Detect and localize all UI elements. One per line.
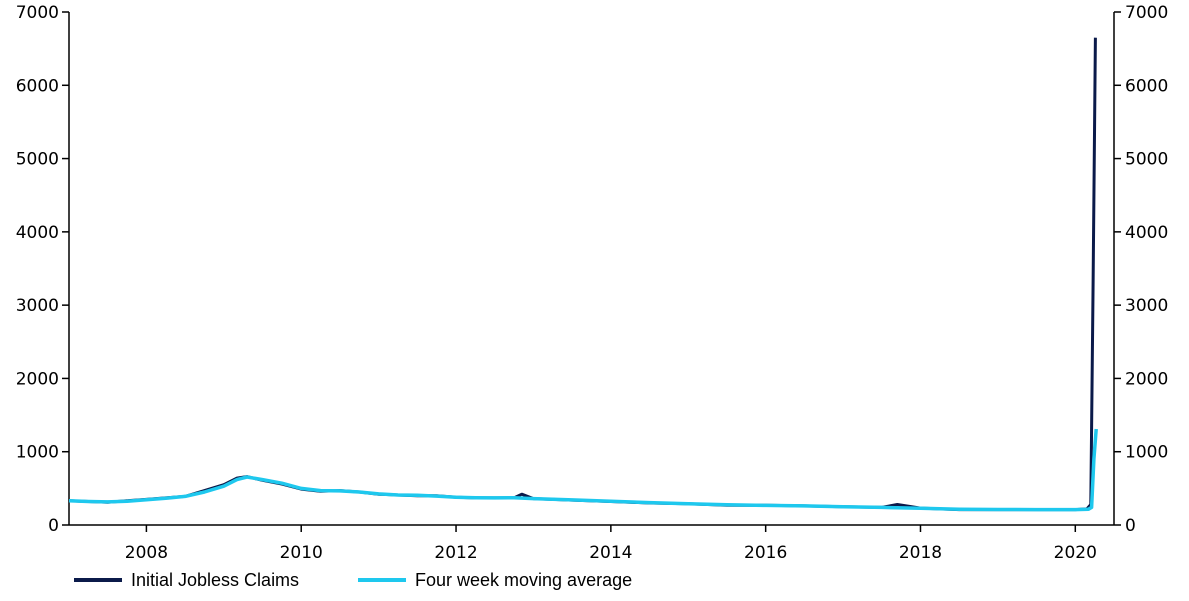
x-tick-label: 2014 — [589, 543, 632, 563]
series-line-moving-average — [68, 428, 1098, 512]
right-y-tick-label: 7000 — [1125, 3, 1168, 23]
legend-item-moving-average: Four week moving average — [358, 570, 632, 590]
right-y-ticks: 0 1000 2000 3000 4000 5000 6000 7000 — [1114, 3, 1168, 536]
series-layer — [68, 37, 1098, 512]
right-y-tick-label: 5000 — [1125, 150, 1168, 170]
x-ticks: 2008 2010 2012 2014 2016 2018 2020 — [125, 525, 1097, 563]
left-y-tick-label: 3000 — [16, 296, 59, 316]
x-tick-label: 2020 — [1054, 543, 1097, 563]
left-y-ticks: 0 1000 2000 3000 4000 5000 6000 7000 — [16, 3, 69, 536]
legend-label-moving-average: Four week moving average — [415, 570, 632, 590]
x-tick-label: 2018 — [899, 543, 942, 563]
x-tick-label: 2008 — [125, 543, 168, 563]
left-y-tick-label: 0 — [48, 516, 59, 536]
left-y-tick-label: 6000 — [16, 76, 59, 96]
right-y-tick-label: 2000 — [1125, 369, 1168, 389]
right-y-tick-label: 6000 — [1125, 76, 1168, 96]
legend-label-initial-claims: Initial Jobless Claims — [131, 570, 299, 590]
left-y-tick-label: 7000 — [16, 3, 59, 23]
left-y-tick-label: 1000 — [16, 443, 59, 463]
x-tick-label: 2016 — [744, 543, 787, 563]
right-y-tick-label: 3000 — [1125, 296, 1168, 316]
right-y-tick-label: 1000 — [1125, 443, 1168, 463]
x-tick-label: 2012 — [434, 543, 477, 563]
right-y-tick-label: 4000 — [1125, 223, 1168, 243]
series-line-initial-claims — [68, 37, 1097, 512]
legend-item-initial-claims: Initial Jobless Claims — [74, 570, 299, 590]
plot-area — [68, 12, 1115, 526]
legend: Initial Jobless Claims Four week moving … — [74, 570, 632, 590]
right-y-tick-label: 0 — [1125, 516, 1136, 536]
left-y-tick-label: 4000 — [16, 223, 59, 243]
x-tick-label: 2010 — [280, 543, 323, 563]
left-y-tick-label: 5000 — [16, 150, 59, 170]
left-y-tick-label: 2000 — [16, 369, 59, 389]
